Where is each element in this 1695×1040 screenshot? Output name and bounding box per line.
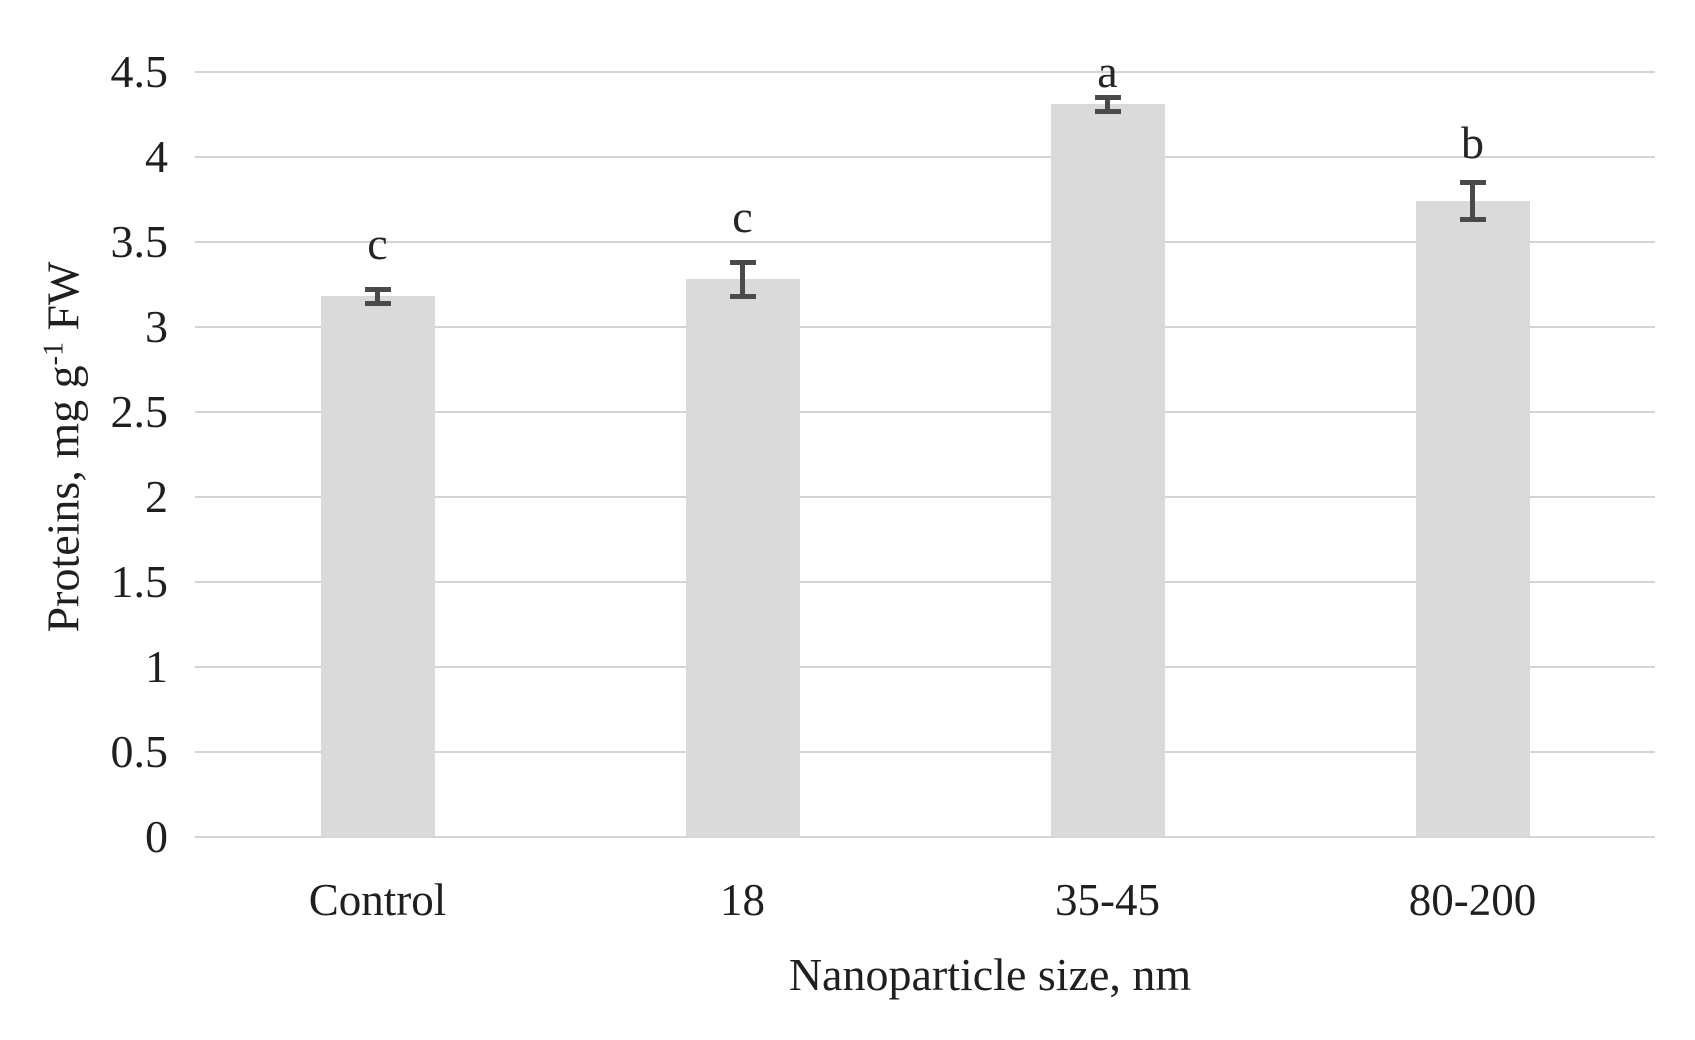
error-bar-cap (1094, 108, 1121, 114)
significance-letter: b (1461, 117, 1484, 169)
y-tick-label: 0 (145, 811, 168, 862)
significance-letter: a (1097, 46, 1118, 97)
error-bar-cap (729, 293, 756, 299)
gridline (195, 496, 1655, 498)
error-bar-cap (1459, 180, 1486, 185)
bar-35-45 (1050, 104, 1165, 837)
error-bar-line (740, 262, 745, 297)
y-tick-label: 4.5 (110, 46, 169, 97)
error-bar-cap (364, 287, 391, 293)
y-tick-label: 1.5 (110, 556, 169, 607)
error-bar-cap (729, 259, 756, 265)
error-bar-line (1470, 182, 1475, 220)
significance-letter: c (732, 190, 753, 242)
gridline (195, 326, 1655, 328)
y-axis-title: Proteins, mg g-1 FW (31, 261, 89, 633)
x-category-label: 80-200 (1408, 875, 1537, 925)
y-axis-title-unit: FW (37, 261, 89, 343)
x-category-label: 18 (720, 875, 765, 925)
y-tick-label: 4 (145, 131, 168, 182)
gridline (195, 411, 1655, 413)
x-category-label: Control (308, 875, 447, 925)
gridline (195, 71, 1655, 73)
y-tick-label: 3.5 (110, 216, 169, 267)
x-category-label: 35-45 (1055, 875, 1160, 925)
bar-control (320, 296, 435, 837)
bar-18 (685, 279, 800, 837)
gridline (195, 751, 1655, 753)
bar-80-200 (1415, 201, 1530, 837)
error-bar-cap (364, 300, 391, 306)
y-tick-label: 1 (145, 641, 168, 692)
y-tick-label: 2.5 (110, 386, 169, 437)
error-bar-cap (1459, 217, 1486, 223)
significance-letter: c (367, 217, 388, 269)
x-axis-title: Nanoparticle size, nm (788, 949, 1192, 1000)
y-tick-label: 2 (145, 471, 168, 522)
y-axis-title-superscript: -1 (38, 342, 70, 366)
y-axis-title-text: Proteins, mg g (37, 365, 89, 633)
y-tick-label: 3 (145, 301, 168, 352)
gridline (195, 666, 1655, 668)
gridline (195, 241, 1655, 243)
error-bar-line (375, 289, 380, 304)
plot-area: c c a b (195, 49, 1655, 838)
error-bar-line (1105, 97, 1110, 112)
y-tick-label: 0.5 (110, 726, 169, 777)
error-bar-cap (1094, 95, 1121, 100)
gridline (195, 836, 1655, 838)
gridline (195, 581, 1655, 583)
gridline (195, 156, 1655, 158)
